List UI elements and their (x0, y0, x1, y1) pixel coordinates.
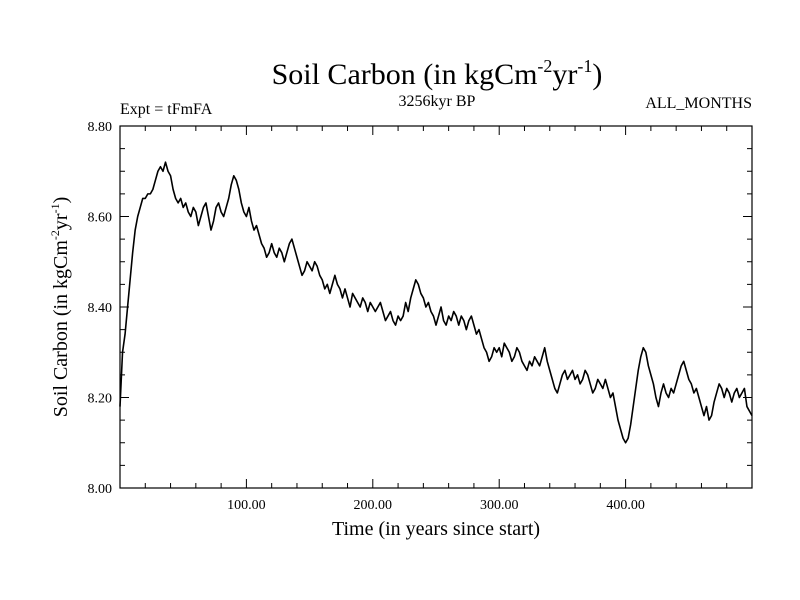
y-axis-label: Soil Carbon (in kgCm-2yr-1) (48, 197, 72, 418)
x-tick-label: 200.00 (354, 498, 393, 513)
epoch-label: 3256kyr BP (399, 93, 476, 110)
y-tick-label: 8.20 (88, 392, 113, 407)
x-axis-label: Time (in years since start) (332, 518, 540, 540)
plot-frame (119, 125, 753, 489)
y-tick-label: 8.60 (88, 211, 113, 226)
x-axis: 100.00 200.00 300.00 400.00 (144, 126, 728, 513)
y-axis: 8.00 8.20 8.40 8.60 8.80 (88, 120, 752, 497)
x-tick-label: 300.00 (480, 498, 519, 513)
soil-carbon-series-line (119, 161, 753, 444)
experiment-label: Expt = tFmFA (120, 101, 213, 118)
y-tick-label: 8.80 (88, 120, 113, 135)
x-tick-label: 100.00 (227, 498, 266, 513)
x-tick-label: 400.00 (606, 498, 645, 513)
chart-title: Soil Carbon (in kgCm-2yr-1) (272, 56, 603, 91)
months-label: ALL_MONTHS (645, 95, 752, 112)
y-tick-label: 8.40 (88, 301, 113, 316)
y-tick-label: 8.00 (88, 482, 113, 497)
